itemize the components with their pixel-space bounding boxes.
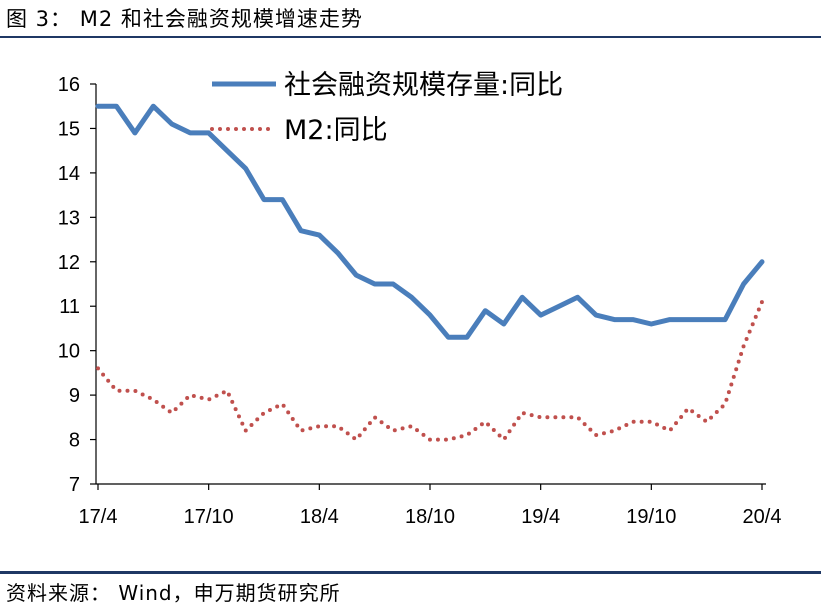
y-tick-label: 16 [58,74,80,96]
y-tick-label: 15 [58,118,80,140]
x-tick-label: 17/10 [184,506,234,528]
x-tick-label: 20/4 [743,506,782,528]
y-tick-label: 13 [58,207,80,229]
legend-label-1: 社会融资规模存量:同比 [284,70,563,101]
figure-title: 图 3： M2 和社会融资规模增速走势 [6,7,363,31]
y-tick-label: 7 [69,474,80,496]
x-tick-label: 17/4 [79,506,118,528]
y-tick-label: 10 [58,341,80,363]
x-tick-label: 18/10 [405,506,455,528]
x-tick-label: 18/4 [300,506,339,528]
header-rule [0,36,821,38]
y-tick-label: 14 [58,163,80,185]
y-tick-label: 11 [59,296,80,318]
chart-axes: 7 8 9 10 11 12 13 14 15 16 17/4 17/10 18/4 18/10 19/4 1… [58,74,782,528]
chart-legend: 社会融资规模存量:同比 M2:同比 [210,70,563,146]
source-note: 资料来源： Wind，申万期货研究所 [6,581,341,605]
x-tick-label: 19/4 [521,506,560,528]
y-tick-label: 9 [69,385,80,407]
y-tick-label: 8 [69,430,80,452]
series-line-1 [95,103,765,340]
footer-rule [0,571,821,574]
series-layer [95,103,765,442]
series-line-2 [96,299,764,442]
x-tick-label: 19/10 [626,506,676,528]
y-tick-label: 12 [58,252,80,274]
legend-label-2: M2:同比 [284,115,388,146]
line-chart: 7 8 9 10 11 12 13 14 15 16 17/4 17/10 18/4 18/10 19/4 1… [58,70,782,528]
